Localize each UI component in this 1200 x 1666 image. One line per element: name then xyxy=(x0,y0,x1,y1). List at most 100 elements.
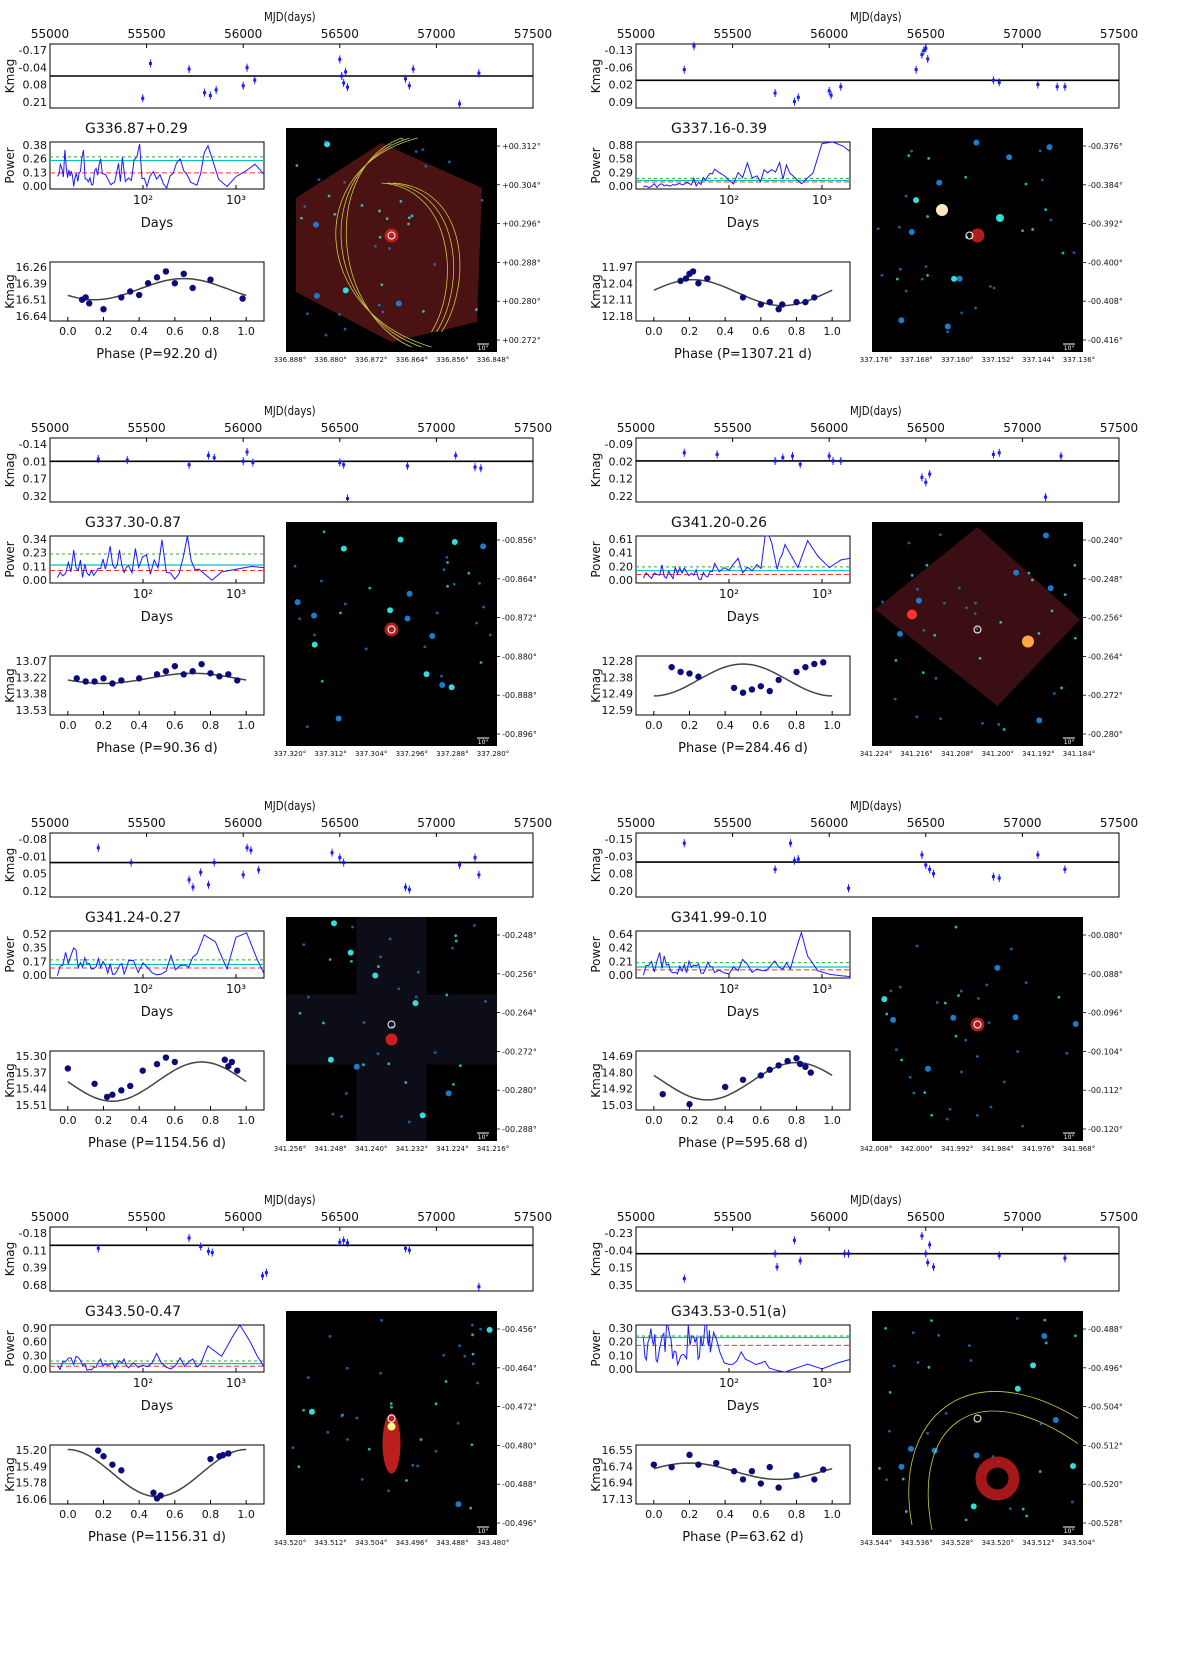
field-star xyxy=(970,1503,977,1510)
lightcurve-ytick: -0.23 xyxy=(605,1227,633,1240)
image-xtick-label: 337.136° xyxy=(1063,356,1095,364)
field-star xyxy=(405,1479,408,1482)
image-xtick-label: 337.144° xyxy=(1022,356,1054,364)
field-star xyxy=(904,1510,908,1513)
phasecurve-xtick-label: 0.6 xyxy=(752,325,770,338)
lightcurve-point xyxy=(920,475,924,479)
lightcurve-ytick: -0.04 xyxy=(605,1244,633,1257)
mjd-tick-label: 57000 xyxy=(417,816,455,830)
phase-point xyxy=(198,660,205,668)
lightcurve-point xyxy=(212,861,216,865)
phasecurve-ytick: 13.07 xyxy=(16,655,48,668)
field-star xyxy=(944,1411,948,1415)
field-star xyxy=(442,568,446,572)
field-star xyxy=(308,1408,315,1415)
mjd-tick-label: 57000 xyxy=(417,1210,455,1224)
lightcurve-point xyxy=(407,1248,411,1252)
field-star xyxy=(397,536,404,543)
phase-point xyxy=(139,1067,146,1074)
field-star xyxy=(470,1323,474,1327)
image-ytick-label: -00.416° xyxy=(1088,336,1123,345)
field-star xyxy=(295,164,299,167)
phase-point xyxy=(189,284,196,292)
lightcurve-ytick: 0.32 xyxy=(23,490,48,503)
periodogram-xlabel: Days xyxy=(727,216,760,231)
phase-point xyxy=(86,300,93,307)
lightcurve-ytick: 0.05 xyxy=(23,868,48,881)
phasecurve-xtick-label: 1.0 xyxy=(237,325,255,338)
lightcurve-frame xyxy=(635,1226,1120,1292)
image-ytick-label: -00.112° xyxy=(1088,1086,1123,1095)
field-star xyxy=(957,994,960,997)
periodogram-ytick: 0.64 xyxy=(609,928,634,941)
mjd-tick-label: 57000 xyxy=(1003,421,1041,435)
field-star xyxy=(327,1056,334,1063)
image-ytick-label: -00.376° xyxy=(1088,142,1123,151)
periodogram-frame xyxy=(49,930,265,979)
lightcurve-point xyxy=(338,460,342,464)
periodogram-frame xyxy=(635,930,851,979)
phasecurve-xtick-label: 0.6 xyxy=(166,719,184,732)
field-star xyxy=(898,1463,905,1470)
lightcurve-ytick: -0.06 xyxy=(605,61,633,74)
lightcurve-point xyxy=(338,57,342,61)
field-star xyxy=(978,656,982,660)
periodogram-xtick-label: 10³ xyxy=(812,982,832,996)
phasecurve-ytick: 11.97 xyxy=(602,261,634,274)
mjd-tick-label: 55000 xyxy=(617,1210,655,1224)
field-star xyxy=(885,1478,888,1482)
field-star xyxy=(471,1333,474,1337)
mjd-tick-label: 55500 xyxy=(128,816,166,830)
phasecurve-xtick-label: 0.0 xyxy=(59,325,77,338)
mjd-tick-label: 55500 xyxy=(714,816,752,830)
phase-point xyxy=(659,1090,666,1098)
phasecurve-xtick-label: 1.0 xyxy=(823,719,841,732)
field-star xyxy=(950,1014,957,1021)
periodogram-xtick-label: 10² xyxy=(719,587,739,601)
mjd-tick-label: 55500 xyxy=(128,421,166,435)
field-star xyxy=(884,1327,888,1330)
phase-point xyxy=(793,668,800,676)
field-star xyxy=(964,1518,968,1522)
field-star xyxy=(948,1107,952,1111)
lightcurve-point xyxy=(203,91,207,95)
field-star xyxy=(916,587,919,591)
field-star xyxy=(878,1467,881,1470)
phase-point xyxy=(225,1450,232,1457)
field-star xyxy=(448,684,455,691)
periodogram-xtick-label: 10³ xyxy=(812,1376,832,1390)
periodogram-ytick: 0.21 xyxy=(609,955,634,968)
field-star xyxy=(387,607,394,614)
phasecurve-frame xyxy=(635,261,851,322)
phase-point xyxy=(225,1063,232,1070)
field-star xyxy=(429,633,436,640)
mjd-axis-label: MJD(days) xyxy=(850,10,902,24)
lightcurve-frame xyxy=(49,1226,534,1292)
periodogram-ytick: 0.30 xyxy=(23,1349,48,1362)
lightcurve-point xyxy=(403,77,407,81)
phasecurve-xtick-label: 1.0 xyxy=(823,1114,841,1127)
lightcurve-frame xyxy=(49,832,534,898)
image-ytick-label: +00.312° xyxy=(502,142,541,151)
field-star xyxy=(999,620,1003,624)
image-ytick-label: -00.392° xyxy=(1088,220,1123,229)
phase-point xyxy=(668,1463,675,1471)
image-ytick-label: -00.520° xyxy=(1088,1480,1123,1489)
lightcurve-ytick: -0.04 xyxy=(19,61,47,74)
lightcurve-ytick: 0.01 xyxy=(23,455,48,468)
phasecurve-ytick: 12.18 xyxy=(602,310,634,323)
field-star xyxy=(294,599,301,606)
lightcurve-point xyxy=(926,57,930,61)
field-star xyxy=(424,164,428,168)
phasecurve-xtick-label: 1.0 xyxy=(237,1508,255,1521)
field-star xyxy=(406,590,413,597)
phasecurve-ytick: 12.11 xyxy=(602,294,634,307)
lightcurve-point xyxy=(210,1251,214,1255)
field-star xyxy=(939,717,942,721)
field-star xyxy=(987,1021,991,1025)
field-star xyxy=(338,312,341,316)
phasecurve-xtick-label: 1.0 xyxy=(823,325,841,338)
bright-core xyxy=(387,1422,396,1431)
phasecurve-ytick: 12.28 xyxy=(602,655,634,668)
lightcurve-frame xyxy=(635,437,1120,503)
